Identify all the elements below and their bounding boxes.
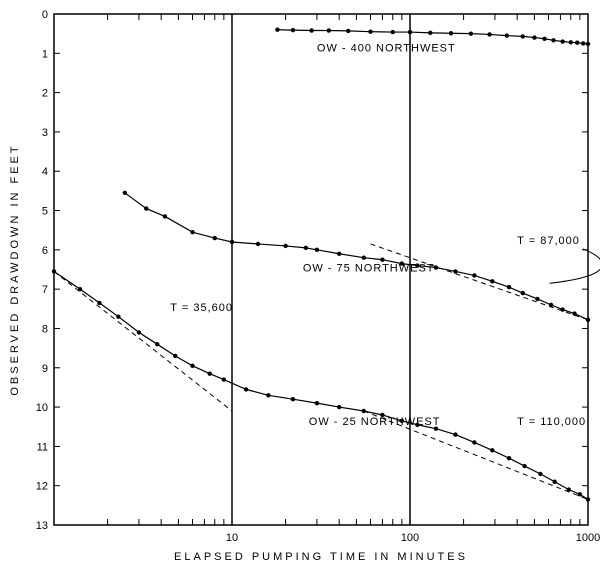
svg-text:5: 5 bbox=[42, 206, 48, 218]
svg-text:8: 8 bbox=[42, 323, 48, 335]
svg-text:4: 4 bbox=[42, 166, 48, 178]
svg-text:2: 2 bbox=[42, 88, 48, 100]
svg-text:3: 3 bbox=[42, 127, 48, 139]
svg-text:1000: 1000 bbox=[576, 532, 600, 544]
svg-text:OBSERVED DRAWDOWN IN FEET: OBSERVED DRAWDOWN IN FEET bbox=[9, 143, 21, 395]
svg-text:OW - 75 NORTHWEST: OW - 75 NORTHWEST bbox=[303, 262, 435, 274]
svg-text:OW - 400 NORTHWEST: OW - 400 NORTHWEST bbox=[317, 42, 456, 54]
svg-text:OW - 25 NORTHWEST: OW - 25 NORTHWEST bbox=[309, 416, 441, 428]
svg-text:0: 0 bbox=[42, 9, 48, 21]
svg-text:11: 11 bbox=[37, 441, 48, 453]
svg-text:7: 7 bbox=[42, 284, 48, 296]
svg-text:10: 10 bbox=[226, 532, 238, 544]
drawdown-chart: 101001000012345678910111213ELAPSED PUMPI… bbox=[0, 0, 600, 565]
svg-text:T = 87,000: T = 87,000 bbox=[517, 235, 580, 247]
svg-text:10: 10 bbox=[36, 402, 48, 414]
svg-text:6: 6 bbox=[42, 245, 48, 257]
svg-text:T = 35,600: T = 35,600 bbox=[170, 302, 233, 314]
svg-text:ELAPSED PUMPING TIME IN MI: ELAPSED PUMPING TIME IN MINUTES bbox=[174, 551, 468, 563]
svg-text:T = 110,000: T = 110,000 bbox=[517, 416, 586, 428]
svg-text:100: 100 bbox=[401, 532, 419, 544]
svg-text:13: 13 bbox=[36, 520, 48, 532]
svg-text:1: 1 bbox=[42, 48, 48, 60]
svg-text:9: 9 bbox=[42, 363, 48, 375]
svg-text:12: 12 bbox=[36, 481, 48, 493]
series-ow-25-northwest bbox=[52, 269, 590, 501]
